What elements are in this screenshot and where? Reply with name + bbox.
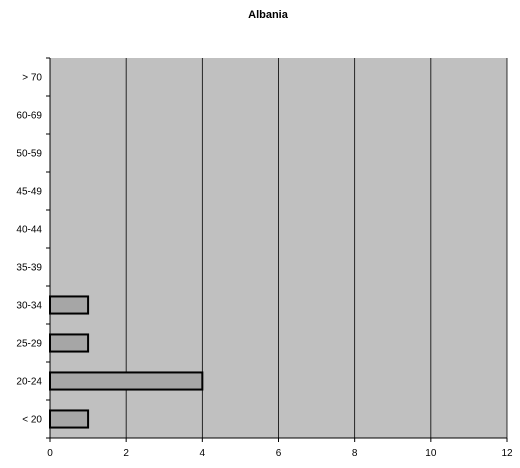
y-tick-label-3: 30-34 bbox=[16, 301, 42, 312]
y-axis: < 20 20-24 25-29 30-34 35-39 40-44 45-49 50-59 6… bbox=[16, 57, 51, 439]
y-tick-label-0: < 20 bbox=[22, 415, 42, 426]
x-tick-label-0: 0 bbox=[47, 448, 53, 459]
bar-2 bbox=[49, 333, 90, 353]
y-tick-label-1: 20-24 bbox=[16, 377, 42, 388]
y-tick-label-2: 25-29 bbox=[16, 339, 42, 350]
y-tick-label-9: > 70 bbox=[22, 73, 42, 84]
y-tick-label-4: 35-39 bbox=[16, 263, 42, 274]
y-tick-label-8: 60-69 bbox=[16, 111, 42, 122]
x-tick-label-3: 6 bbox=[276, 448, 282, 459]
y-tick-label-7: 50-59 bbox=[16, 149, 42, 160]
x-tick-label-1: 2 bbox=[123, 448, 129, 459]
x-tick-label-4: 8 bbox=[352, 448, 358, 459]
bar-0 bbox=[49, 409, 90, 429]
y-tick-label-5: 40-44 bbox=[16, 225, 42, 236]
bar-1 bbox=[49, 371, 204, 391]
x-tick-label-6: 12 bbox=[501, 448, 513, 459]
x-tick-label-5: 10 bbox=[425, 448, 437, 459]
y-tick-label-6: 45-49 bbox=[16, 187, 42, 198]
x-tick-label-2: 4 bbox=[200, 448, 206, 459]
chart-title: Albania bbox=[248, 9, 289, 21]
x-axis: 0 2 4 6 8 10 12 bbox=[47, 437, 513, 459]
bar-3 bbox=[49, 295, 90, 315]
